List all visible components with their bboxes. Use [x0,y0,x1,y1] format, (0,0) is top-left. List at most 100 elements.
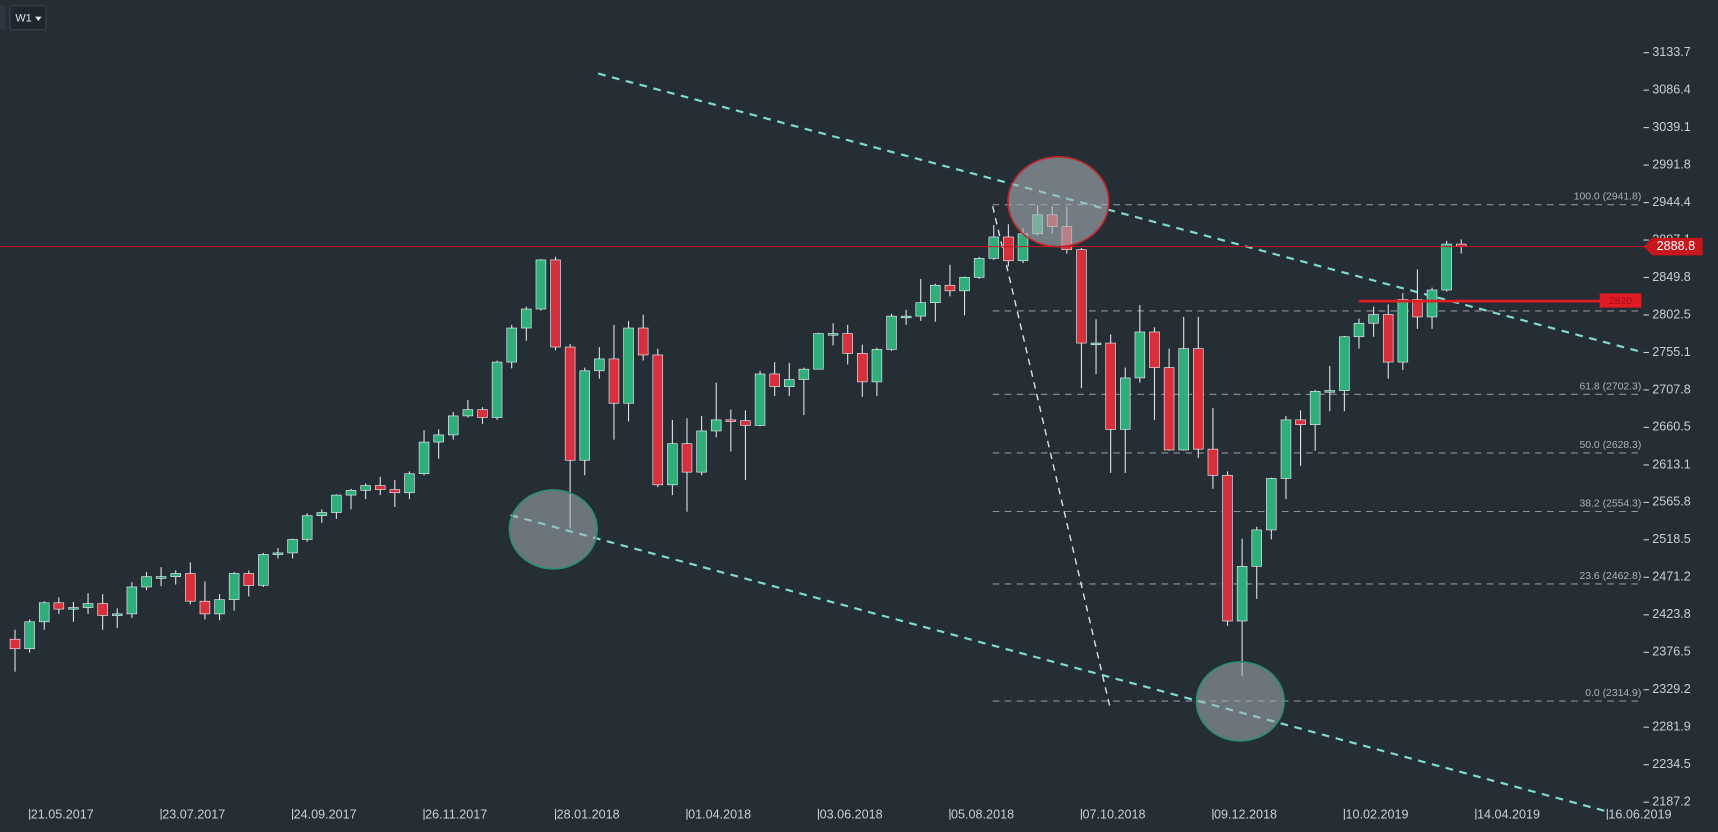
x-tick-label: 28.01.2018 [557,808,620,822]
level-label: 2820 [1609,296,1632,307]
candle-body [871,349,883,383]
fib-label: 100.0 (2941.8) [1574,192,1642,203]
candle-body [9,638,21,650]
candle-body [579,370,591,461]
x-tick-label: 24.09.2017 [294,808,357,822]
candle-body [331,494,342,513]
candle-body [900,315,912,319]
candle-body [1280,419,1292,479]
x-tick-label: 09.12.2018 [1214,808,1277,822]
y-tick-label: 2613.1 [1652,457,1691,471]
candle-body [1251,529,1262,567]
candle-body [491,361,503,418]
candle-body [1163,367,1175,451]
candle-body [1441,243,1452,291]
candle-body [1324,390,1336,393]
x-tick-label: 26.11.2017 [425,808,487,822]
candle-body [710,419,722,432]
candle-body [1309,391,1321,425]
candle-body [769,373,780,387]
candle-body [316,512,328,517]
candle-body [185,573,196,602]
upper-trendline [597,72,1642,353]
candle-body [667,443,678,486]
lower-trendline [510,514,1606,813]
y-tick-label: 2234.5 [1652,757,1691,771]
y-tick-label: 2849.8 [1652,270,1691,284]
candle-body [623,327,634,404]
candle-body [112,613,123,616]
candle-body [652,354,664,486]
candle-body [1003,236,1014,262]
candle-body [433,434,444,443]
overlay: 3133.73086.43039.12991.82944.42897.12849… [0,45,1703,822]
x-tick-label: 21.05.2017 [31,808,94,822]
y-tick-label: 2281.9 [1652,720,1691,734]
candle-body [214,599,225,615]
candle-body [448,415,459,436]
candle-body [141,576,152,588]
candle-body [24,621,35,650]
candle-body [1134,331,1146,379]
candle-body [959,277,970,292]
dropdown-arrow [35,16,42,22]
candle-body [784,379,795,387]
candle-body [1149,331,1160,368]
y-tick-label: 2991.8 [1652,157,1691,171]
x-tick-label: 03.06.2018 [820,808,883,822]
timeframe-button[interactable] [9,5,47,31]
candle-body [68,607,79,610]
candle-body [915,302,926,317]
candle-body [1119,377,1131,430]
candle-body [1105,342,1116,430]
candle-body [637,327,649,356]
candle-body [170,573,181,577]
candle-body [155,576,167,579]
candle-body [228,573,240,600]
candle-body [827,333,839,336]
highlight-circle [1007,156,1110,248]
y-tick-label: 2423.8 [1652,607,1691,621]
candle-body [53,602,65,610]
candles [9,205,1467,677]
candle-body [97,603,108,616]
level-badge [1599,293,1642,308]
timeframe-selector[interactable]: W1 [0,5,47,31]
candle-body [1178,348,1189,451]
candle-body [243,573,255,586]
x-tick-label: 16.06.2019 [1608,808,1671,822]
highlight-circle [508,489,598,570]
y-tick-label: 2518.5 [1652,532,1691,546]
candle-body [564,346,576,461]
y-tick-label: 2329.2 [1652,682,1691,696]
candle-body [930,284,941,304]
candle-body [38,602,50,623]
timeframe-label: W1 [15,13,31,25]
candle-body [199,600,211,615]
candle-body [1266,478,1277,531]
candle-body [725,419,737,422]
y-tick-label: 2471.2 [1652,570,1691,584]
candle-body [462,409,474,417]
candle-body [594,358,605,372]
x-tick-label: 01.04.2018 [688,808,751,822]
x-tick-label: 10.02.2019 [1345,808,1408,822]
candle-body [1236,566,1248,622]
candle-body [82,603,94,608]
candle-body [1076,249,1087,344]
candle-body [740,420,751,426]
x-tick-label: 14.04.2019 [1477,808,1540,822]
candle-body [360,485,371,491]
x-tick-label: 07.10.2018 [1083,808,1146,822]
candle-body [681,443,693,473]
candle-body [1339,336,1350,391]
x-tick-label: 05.08.2018 [951,808,1014,822]
fib-label: 23.6 (2462.8) [1579,571,1641,582]
candle-body [1017,233,1029,262]
candle-body [1353,322,1365,338]
fib-diagonal [991,206,1111,708]
candle-body [1397,299,1409,363]
candle-body [404,473,415,494]
y-tick-label: 2565.8 [1652,495,1691,509]
